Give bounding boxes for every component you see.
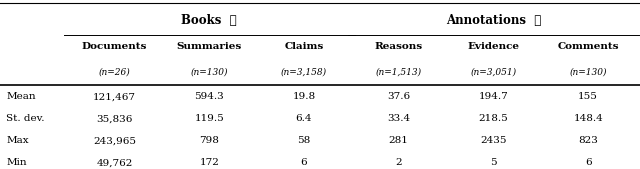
Text: Mean: Mean [6,92,36,101]
Text: 19.8: 19.8 [292,92,316,101]
Text: Annotations  📝: Annotations 📝 [446,14,541,27]
Text: Books  📚: Books 📚 [182,14,237,27]
Text: 194.7: 194.7 [479,92,508,101]
Text: 2435: 2435 [480,136,507,145]
Text: (n=3,051): (n=3,051) [470,68,516,77]
Text: Reasons: Reasons [374,42,423,51]
Text: 6: 6 [585,158,591,167]
Text: Max: Max [6,136,29,145]
Text: Documents: Documents [82,42,147,51]
Text: Summaries: Summaries [177,42,242,51]
Text: 148.4: 148.4 [573,114,603,123]
Text: 594.3: 594.3 [195,92,224,101]
Text: 218.5: 218.5 [479,114,508,123]
Text: 6.4: 6.4 [296,114,312,123]
Text: 49,762: 49,762 [97,158,132,167]
Text: 281: 281 [388,136,409,145]
Text: 243,965: 243,965 [93,136,136,145]
Text: Evidence: Evidence [467,42,520,51]
Text: Min: Min [6,158,27,167]
Text: 172: 172 [199,158,220,167]
Text: 5: 5 [490,158,497,167]
Text: Comments: Comments [557,42,619,51]
Text: 823: 823 [578,136,598,145]
Text: (n=26): (n=26) [99,68,131,77]
Text: 33.4: 33.4 [387,114,410,123]
Text: Claims: Claims [284,42,324,51]
Text: (n=1,513): (n=1,513) [376,68,422,77]
Text: 798: 798 [199,136,220,145]
Text: 35,836: 35,836 [97,114,132,123]
Text: 2: 2 [396,158,402,167]
Text: 155: 155 [578,92,598,101]
Text: 58: 58 [298,136,310,145]
Text: 6: 6 [301,158,307,167]
Text: 37.6: 37.6 [387,92,410,101]
Text: 119.5: 119.5 [195,114,224,123]
Text: (n=3,158): (n=3,158) [281,68,327,77]
Text: St. dev.: St. dev. [6,114,45,123]
Text: 121,467: 121,467 [93,92,136,101]
Text: (n=130): (n=130) [191,68,228,77]
Text: (n=130): (n=130) [570,68,607,77]
